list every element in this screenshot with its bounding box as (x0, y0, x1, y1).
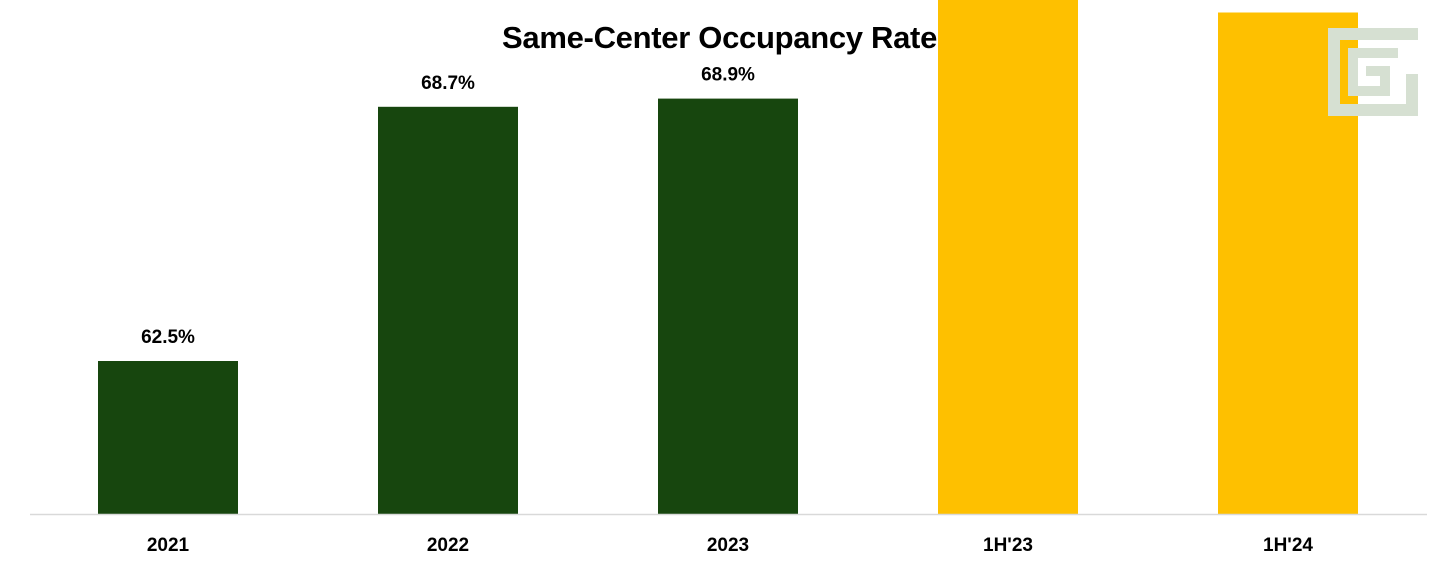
bar-2022 (378, 106, 518, 515)
x-tick-label: 1H'23 (983, 535, 1033, 556)
x-tick-label: 2021 (147, 535, 190, 556)
g-square-logo-icon (1328, 28, 1418, 116)
bars-layer (98, 0, 1358, 515)
bar-2023 (658, 98, 798, 514)
x-tick-label: 2023 (707, 535, 749, 556)
labels-layer: 62.5%202168.7%202268.9%202372.5%1H'2371.… (141, 65, 1313, 556)
data-label: 62.5% (141, 327, 195, 348)
x-tick-label: 1H'24 (1263, 535, 1313, 556)
chart-title: Same-Center Occupancy Rates (502, 20, 954, 55)
data-label: 68.7% (421, 73, 475, 94)
data-label: 68.9% (701, 65, 755, 86)
x-tick-label: 2022 (427, 535, 469, 556)
bar-2021 (98, 361, 238, 514)
bar-1h23 (938, 0, 1078, 514)
